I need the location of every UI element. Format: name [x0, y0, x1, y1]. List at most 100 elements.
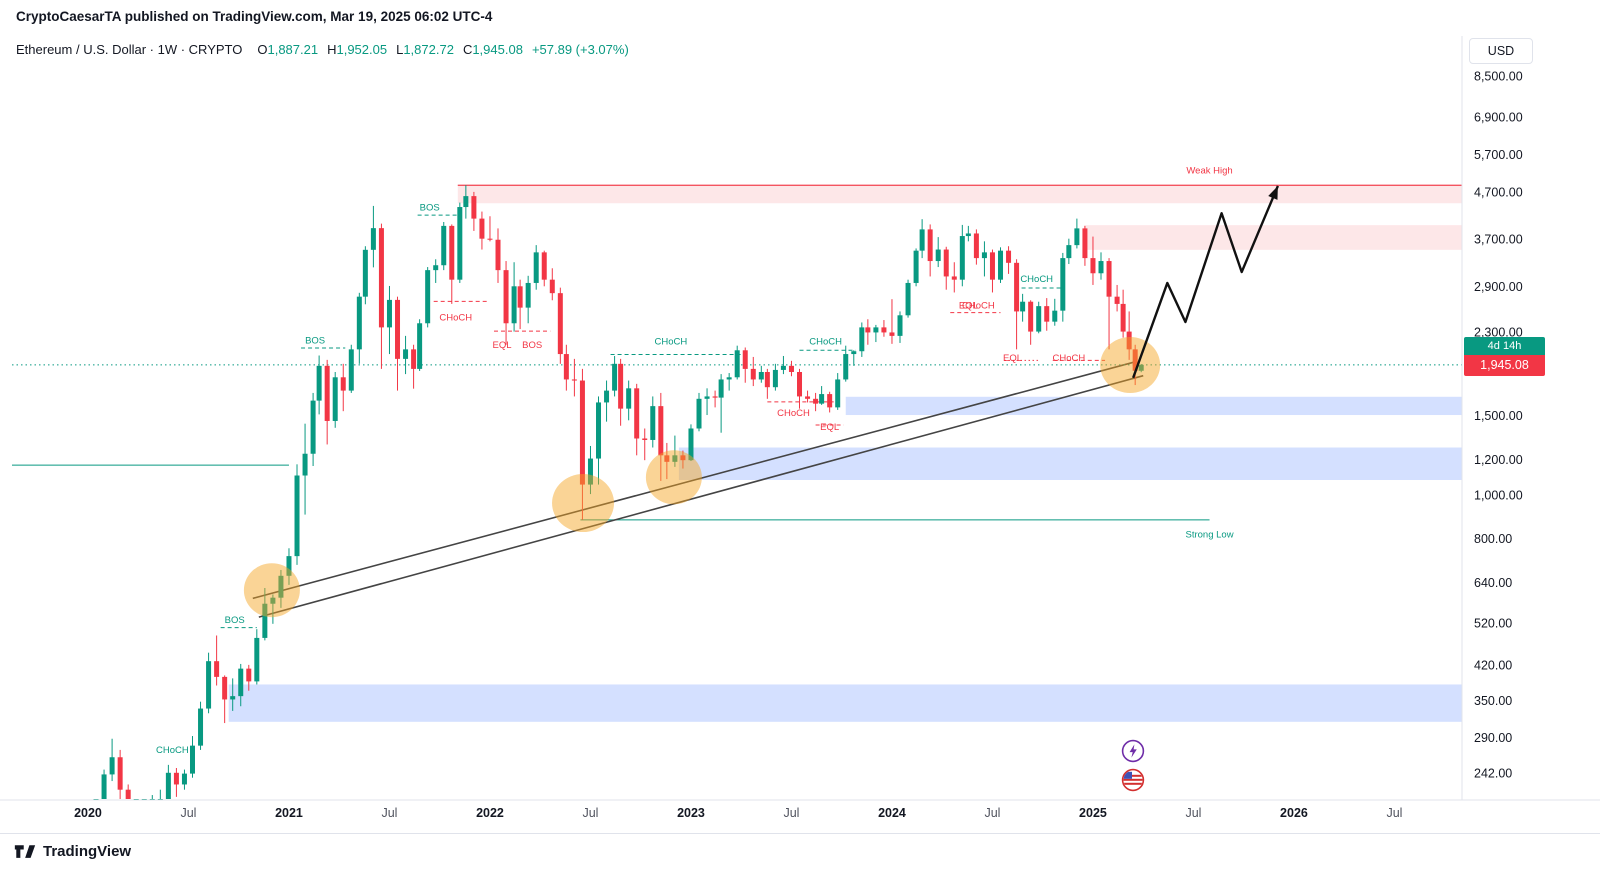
time-tick-label[interactable]: 2025	[1079, 806, 1107, 820]
candle-body	[1014, 262, 1020, 312]
candle-body	[433, 265, 439, 271]
candle-body	[819, 394, 825, 404]
candle-body	[1126, 331, 1132, 350]
candle-body	[563, 354, 569, 380]
time-tick-label[interactable]: Jul	[582, 806, 598, 820]
time-tick-label[interactable]: 2021	[275, 806, 303, 820]
annotation-label: Strong Low	[1186, 529, 1234, 540]
candle-body	[873, 327, 879, 333]
candle-body	[403, 349, 409, 359]
price-tick-label[interactable]: 290.00	[1474, 731, 1512, 745]
price-tick-label[interactable]: 2,300.00	[1474, 326, 1523, 340]
time-tick-label[interactable]: Jul	[984, 806, 1000, 820]
annotation-label: CHoCH	[809, 337, 842, 348]
candle-body	[495, 239, 501, 271]
supply-demand-zone	[1083, 225, 1462, 250]
crypto-event-icon[interactable]	[1121, 739, 1145, 763]
candle-body	[712, 396, 718, 398]
candle-body	[680, 455, 686, 461]
us-flag-event-icon[interactable]	[1121, 768, 1145, 792]
price-tick-label[interactable]: 420.00	[1474, 658, 1512, 672]
price-tick-label[interactable]: 520.00	[1474, 617, 1512, 631]
candle-body	[517, 286, 523, 308]
annotation-label: CHoCH	[655, 337, 688, 348]
candle-body	[101, 774, 107, 799]
time-tick-label[interactable]: 2023	[677, 806, 705, 820]
annotation-label: CHoCH	[962, 300, 995, 311]
ohlc-readout: O 1,887.21 H 1,952.05 L 1,872.72 C 1,945.08 …	[242, 42, 628, 57]
time-tick-label[interactable]: Jul	[1386, 806, 1402, 820]
price-tick-label[interactable]: 8,500.00	[1474, 70, 1523, 84]
symbol-title[interactable]: Ethereum / U.S. Dollar · 1W · CRYPTO	[16, 42, 243, 57]
price-tick-label[interactable]: 242.00	[1474, 766, 1512, 780]
candle-body	[913, 250, 919, 283]
footer-bar: TradingView	[0, 833, 1600, 886]
price-tick-label[interactable]: 6,900.00	[1474, 110, 1523, 124]
candle-body	[704, 396, 710, 399]
candle-body	[541, 252, 547, 280]
candle-body	[758, 372, 764, 380]
time-tick-label[interactable]: 2022	[476, 806, 504, 820]
time-tick-label[interactable]: Jul	[1185, 806, 1201, 820]
candle-body	[604, 390, 610, 403]
time-tick-label[interactable]: 2026	[1280, 806, 1308, 820]
change-value: +57.89 (+3.07%)	[531, 42, 629, 57]
projection-arrow	[1132, 185, 1279, 379]
time-tick-label[interactable]: Jul	[180, 806, 196, 820]
candle-body	[813, 398, 819, 404]
annotation-label: CHoCH	[1052, 353, 1085, 364]
price-tick-label[interactable]: 640.00	[1474, 576, 1512, 590]
candle-body	[316, 365, 322, 401]
price-tick-label[interactable]: 1,000.00	[1474, 489, 1523, 503]
candle-body	[634, 388, 640, 439]
price-tick-label[interactable]: 1,500.00	[1474, 409, 1523, 423]
candle-body	[851, 351, 857, 355]
candle-body	[859, 327, 865, 352]
candle-body	[503, 270, 509, 324]
candle-body	[587, 458, 593, 485]
time-tick-label[interactable]: 2024	[878, 806, 906, 820]
price-tick-label[interactable]: 5,700.00	[1474, 148, 1523, 162]
candle-body	[965, 233, 971, 237]
candle-body	[324, 365, 330, 421]
time-tick-label[interactable]: Jul	[381, 806, 397, 820]
open-label: O	[257, 42, 268, 57]
candle-body	[919, 229, 925, 251]
candle-body	[533, 252, 539, 283]
candle-body	[262, 603, 268, 638]
price-tick-label[interactable]: 3,700.00	[1474, 232, 1523, 246]
price-tick-label[interactable]: 4,700.00	[1474, 186, 1523, 200]
candle-body	[664, 455, 670, 462]
candle-body	[742, 350, 748, 369]
candle-body	[764, 372, 770, 388]
tradingview-logo-text[interactable]: TradingView	[43, 843, 132, 860]
last-price-badge: 1,945.08	[1464, 355, 1545, 376]
candle-countdown-badge: 4d 14h	[1464, 337, 1545, 355]
price-tick-label[interactable]: 800.00	[1474, 532, 1512, 546]
candle-body	[254, 637, 260, 682]
trendline	[258, 374, 1144, 618]
candle-body	[1114, 296, 1120, 304]
close-label: C	[462, 42, 473, 57]
currency-label[interactable]: USD	[1469, 38, 1533, 64]
candle-body	[198, 708, 204, 746]
price-tick-label[interactable]: 350.00	[1474, 694, 1512, 708]
time-tick-label[interactable]: Jul	[783, 806, 799, 820]
annotation-label: EQL	[1003, 353, 1022, 364]
candle-body	[230, 696, 236, 700]
price-tick-label[interactable]: 2,900.00	[1474, 280, 1523, 294]
candle-body	[688, 428, 694, 461]
candle-body	[750, 368, 756, 380]
price-tick-label[interactable]: 1,200.00	[1474, 453, 1523, 467]
tradingview-logo-icon[interactable]	[14, 842, 36, 862]
candle-body	[905, 282, 911, 316]
candle-body	[302, 453, 308, 476]
candle-body	[788, 365, 794, 373]
trendline	[252, 361, 1136, 600]
candle-body	[1028, 301, 1034, 332]
low-label: L	[396, 42, 404, 57]
annotation-label: BOS	[522, 340, 542, 351]
time-tick-label[interactable]: 2020	[74, 806, 102, 820]
candle-body	[1098, 261, 1104, 274]
